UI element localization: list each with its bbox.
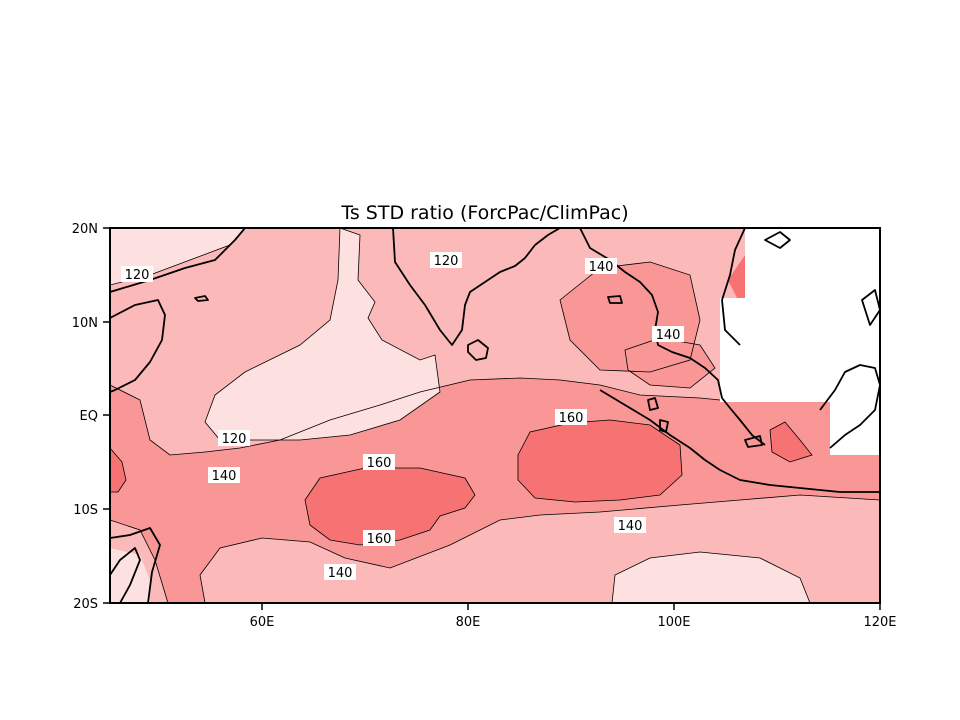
contour-140-north [110,377,721,456]
coast-india-east [524,228,561,259]
y-tick-label: EQ [80,409,98,424]
coast-nicobar-island [647,397,659,411]
coast-horn-of-africa [110,299,166,393]
svg-text:120: 120 [434,254,459,269]
y-tick-label: 10S [73,503,98,518]
coast-india-west [392,228,526,346]
contour-label: 160 [363,454,395,471]
coast-socotra [194,295,209,302]
contour-label: 120 [218,430,250,447]
contour-label: 120 [121,266,153,283]
x-tick-label: 80E [456,615,481,630]
svg-text:140: 140 [328,566,353,581]
contour-label: 140 [324,564,356,581]
field-level-gt-160-africa-coast [110,448,126,492]
y-tick-label: 20N [72,222,98,237]
coast-andaman-island [607,295,623,304]
field-level-lt-120-southeast [612,552,810,603]
coast-borneo [819,364,880,449]
coast-sri-lanka [467,339,489,361]
coast-small-island [659,419,669,433]
contour-lines [110,228,880,603]
field-level-gt-160-indochina [728,255,745,300]
svg-text:140: 140 [589,260,614,275]
contour-label: 140 [614,517,646,534]
contour-120-arabian-sea [204,228,441,441]
field-level-lt-120-arabian-sea [205,228,440,440]
y-tick-labels: 20N 10N EQ 10S 20S [72,222,98,612]
svg-text:140: 140 [212,469,237,484]
contour-labels: 120 120 140 140 120 160 140 160 160 140 … [121,252,684,581]
x-tick-labels: 60E 80E 100E 120E [250,615,897,630]
svg-text:160: 160 [367,532,392,547]
y-tick-label: 20S [73,597,98,612]
shaded-field [110,228,880,603]
contour-label: 140 [585,258,617,275]
coast-sumatra-java [599,389,880,493]
contour-label: 140 [208,467,240,484]
svg-text:160: 160 [367,456,392,471]
field-level-gt-160-java-sea [770,422,812,462]
coast-philippines [861,289,880,326]
svg-text:120: 120 [222,432,247,447]
x-tick-label: 60E [250,615,275,630]
field-level-gt-160-east [518,420,682,502]
contour-160-africa [110,447,127,493]
svg-text:140: 140 [618,519,643,534]
coastlines [110,228,880,603]
x-tick-label: 100E [657,615,690,630]
contour-140-southwest [110,519,169,603]
coast-madagascar [110,547,141,603]
missing-data-mask [720,228,880,455]
contour-label: 160 [363,530,395,547]
contour-120-southeast [611,551,811,603]
coast-mozambique [110,527,161,603]
svg-text:160: 160 [559,411,584,426]
svg-text:120: 120 [125,268,150,283]
contour-label: 120 [430,252,462,269]
coast-myanmar-malaysia [579,228,766,446]
coast-indochina [721,228,746,346]
svg-text:140: 140 [656,328,681,343]
y-tick-label: 10N [72,316,98,331]
coast-bangka-island [744,435,763,448]
field-level-gt-160-west [305,468,475,545]
axis-ticks [103,227,881,610]
contour-140-south [199,494,880,603]
figure-title: Ts STD ratio (ForcPac/ClimPac) [340,202,628,224]
contour-160-java [769,421,813,463]
coast-hainan [764,231,791,249]
contour-label: 140 [652,326,684,343]
x-tick-label: 120E [863,615,896,630]
contour-140-bay [559,261,701,373]
contour-label: 160 [555,409,587,426]
